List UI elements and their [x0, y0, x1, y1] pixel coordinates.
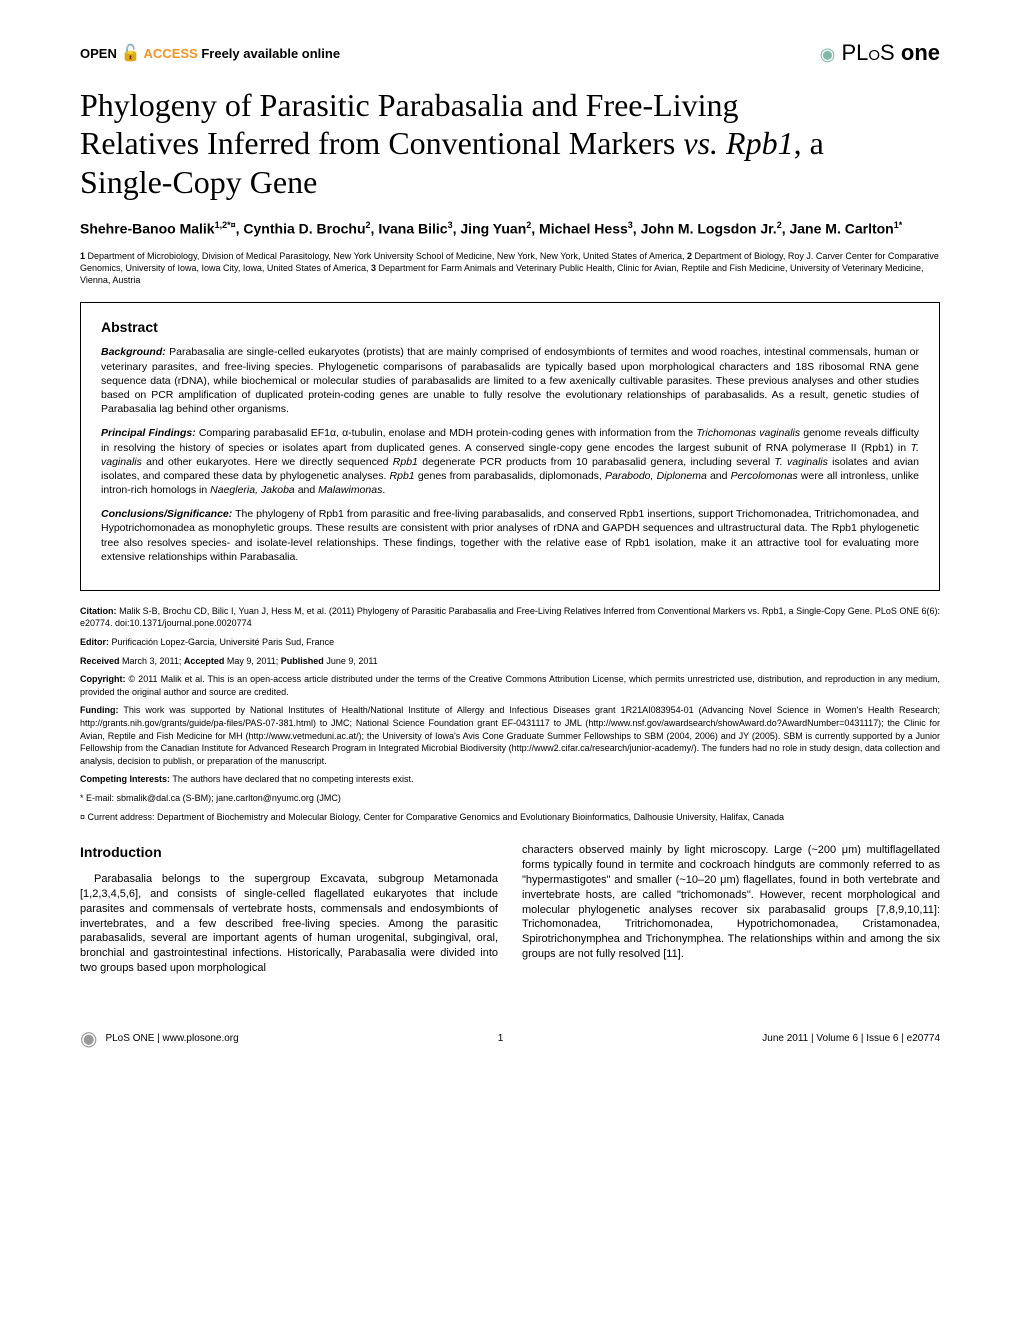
editor: Editor: Purificación Lopez-Garcia, Unive… — [80, 636, 940, 649]
intro-col1: Parabasalia belongs to the supergroup Ex… — [80, 872, 498, 976]
findings-c: and other eukaryotes. Here we directly s… — [142, 456, 393, 468]
open-text: OPEN — [80, 46, 117, 61]
competing-label: Competing Interests: — [80, 774, 170, 784]
authors: Shehre-Banoo Malik1,2*¤, Cynthia D. Broc… — [80, 219, 940, 239]
findings-d: degenerate PCR products from 10 parabasa… — [418, 456, 774, 468]
email-label: * E-mail: — [80, 793, 114, 803]
column-left: Introduction Parabasalia belongs to the … — [80, 843, 498, 976]
findings-i9: Malawimonas — [318, 484, 382, 496]
citation: Citation: Malik S-B, Brochu CD, Bilic I,… — [80, 605, 940, 630]
findings-label: Principal Findings: — [101, 427, 196, 439]
plos-icon: ◉ — [820, 44, 836, 64]
email-text: sbmalik@dal.ca (S-BM); jane.carlton@nyum… — [114, 793, 341, 803]
citation-label: Citation: — [80, 606, 117, 616]
findings-f: genes from parabasalids, diplomonads, — [415, 470, 605, 482]
findings-i6: Parabodo, Diplonema — [605, 470, 707, 482]
article-title: Phylogeny of Parasitic Parabasalia and F… — [80, 86, 940, 201]
footer-left: ◉ PLoS ONE | www.plosone.org — [80, 1026, 239, 1051]
received-text: March 3, 2011; — [120, 656, 184, 666]
affiliations: 1 Department of Microbiology, Division o… — [80, 251, 940, 286]
editor-label: Editor: — [80, 637, 109, 647]
findings-j: . — [382, 484, 385, 496]
copyright: Copyright: © 2011 Malik et al. This is a… — [80, 673, 940, 698]
unlock-icon: 🔓 — [120, 45, 140, 62]
conclusions-label: Conclusions/Significance: — [101, 508, 232, 520]
title-line1: Phylogeny of Parasitic Parabasalia and F… — [80, 87, 738, 123]
intro-col2: characters observed mainly by light micr… — [522, 843, 940, 962]
journal-logo: ◉ PLoS one — [820, 40, 940, 66]
funding-text: This work was supported by National Inst… — [80, 705, 940, 765]
footer-page: 1 — [498, 1033, 504, 1044]
funding-label: Funding: — [80, 705, 118, 715]
accepted-label: Accepted — [184, 656, 225, 666]
dates: Received March 3, 2011; Accepted May 9, … — [80, 655, 940, 668]
findings-i8: Naegleria, Jakoba — [210, 484, 295, 496]
abstract-findings: Principal Findings: Comparing parabasali… — [101, 426, 919, 497]
published-label: Published — [281, 656, 324, 666]
findings-a: Comparing parabasalid EF1α, α-tubulin, e… — [196, 427, 697, 439]
header-bar: OPEN 🔓 ACCESS Freely available online ◉ … — [80, 40, 940, 66]
copyright-text: © 2011 Malik et al. This is an open-acce… — [80, 674, 940, 697]
open-access-badge: OPEN 🔓 ACCESS Freely available online — [80, 43, 340, 63]
body-columns: Introduction Parabasalia belongs to the … — [80, 843, 940, 976]
abstract-background: Background: Parabasalia are single-celle… — [101, 345, 919, 416]
findings-i5: Rpb1 — [390, 470, 415, 482]
abstract-box: Abstract Background: Parabasalia are sin… — [80, 302, 940, 590]
abstract-heading: Abstract — [101, 319, 919, 335]
email: * E-mail: sbmalik@dal.ca (S-BM); jane.ca… — [80, 792, 940, 805]
abstract-conclusions: Conclusions/Significance: The phylogeny … — [101, 507, 919, 564]
findings-i1: Trichomonas vaginalis — [696, 427, 800, 439]
findings-i7: Percolomonas — [731, 470, 798, 482]
funding: Funding: This work was supported by Nati… — [80, 704, 940, 767]
one-text: one — [901, 40, 940, 65]
citation-text: Malik S-B, Brochu CD, Bilic I, Yuan J, H… — [80, 606, 940, 629]
freely-text: Freely available online — [201, 46, 340, 61]
column-right: characters observed mainly by light micr… — [522, 843, 940, 976]
background-label: Background: — [101, 346, 166, 358]
editor-text: Purificación Lopez-Garcia, Université Pa… — [109, 637, 334, 647]
findings-i3: Rpb1 — [393, 456, 418, 468]
title-line3: Single-Copy Gene — [80, 164, 317, 200]
intro-heading: Introduction — [80, 843, 498, 862]
meta-block: Citation: Malik S-B, Brochu CD, Bilic I,… — [80, 605, 940, 823]
accepted-text: May 9, 2011; — [224, 656, 280, 666]
plos-text: PLoS — [841, 40, 894, 65]
findings-i4: T. vaginalis — [774, 456, 828, 468]
findings-g: and — [707, 470, 731, 482]
competing-text: The authors have declared that no compet… — [170, 774, 413, 784]
page-footer: ◉ PLoS ONE | www.plosone.org 1 June 2011… — [80, 1016, 940, 1051]
footer-journal: PLoS ONE | www.plosone.org — [105, 1033, 238, 1044]
footer-issue: June 2011 | Volume 6 | Issue 6 | e20774 — [762, 1033, 940, 1044]
title-line2a: Relatives Inferred from Conventional Mar… — [80, 125, 683, 161]
title-italic: vs. Rpb1 — [683, 125, 793, 161]
background-text: Parabasalia are single-celled eukaryotes… — [101, 346, 919, 415]
access-text: ACCESS — [144, 46, 198, 61]
competing: Competing Interests: The authors have de… — [80, 773, 940, 786]
findings-i: and — [295, 484, 318, 496]
copyright-label: Copyright: — [80, 674, 126, 684]
title-line2b: , a — [794, 125, 824, 161]
current-text: Current address: Department of Biochemis… — [85, 812, 784, 822]
published-text: June 9, 2011 — [324, 656, 378, 666]
plos-footer-icon: ◉ — [80, 1026, 97, 1051]
received-label: Received — [80, 656, 120, 666]
current-address: ¤ Current address: Department of Biochem… — [80, 811, 940, 824]
